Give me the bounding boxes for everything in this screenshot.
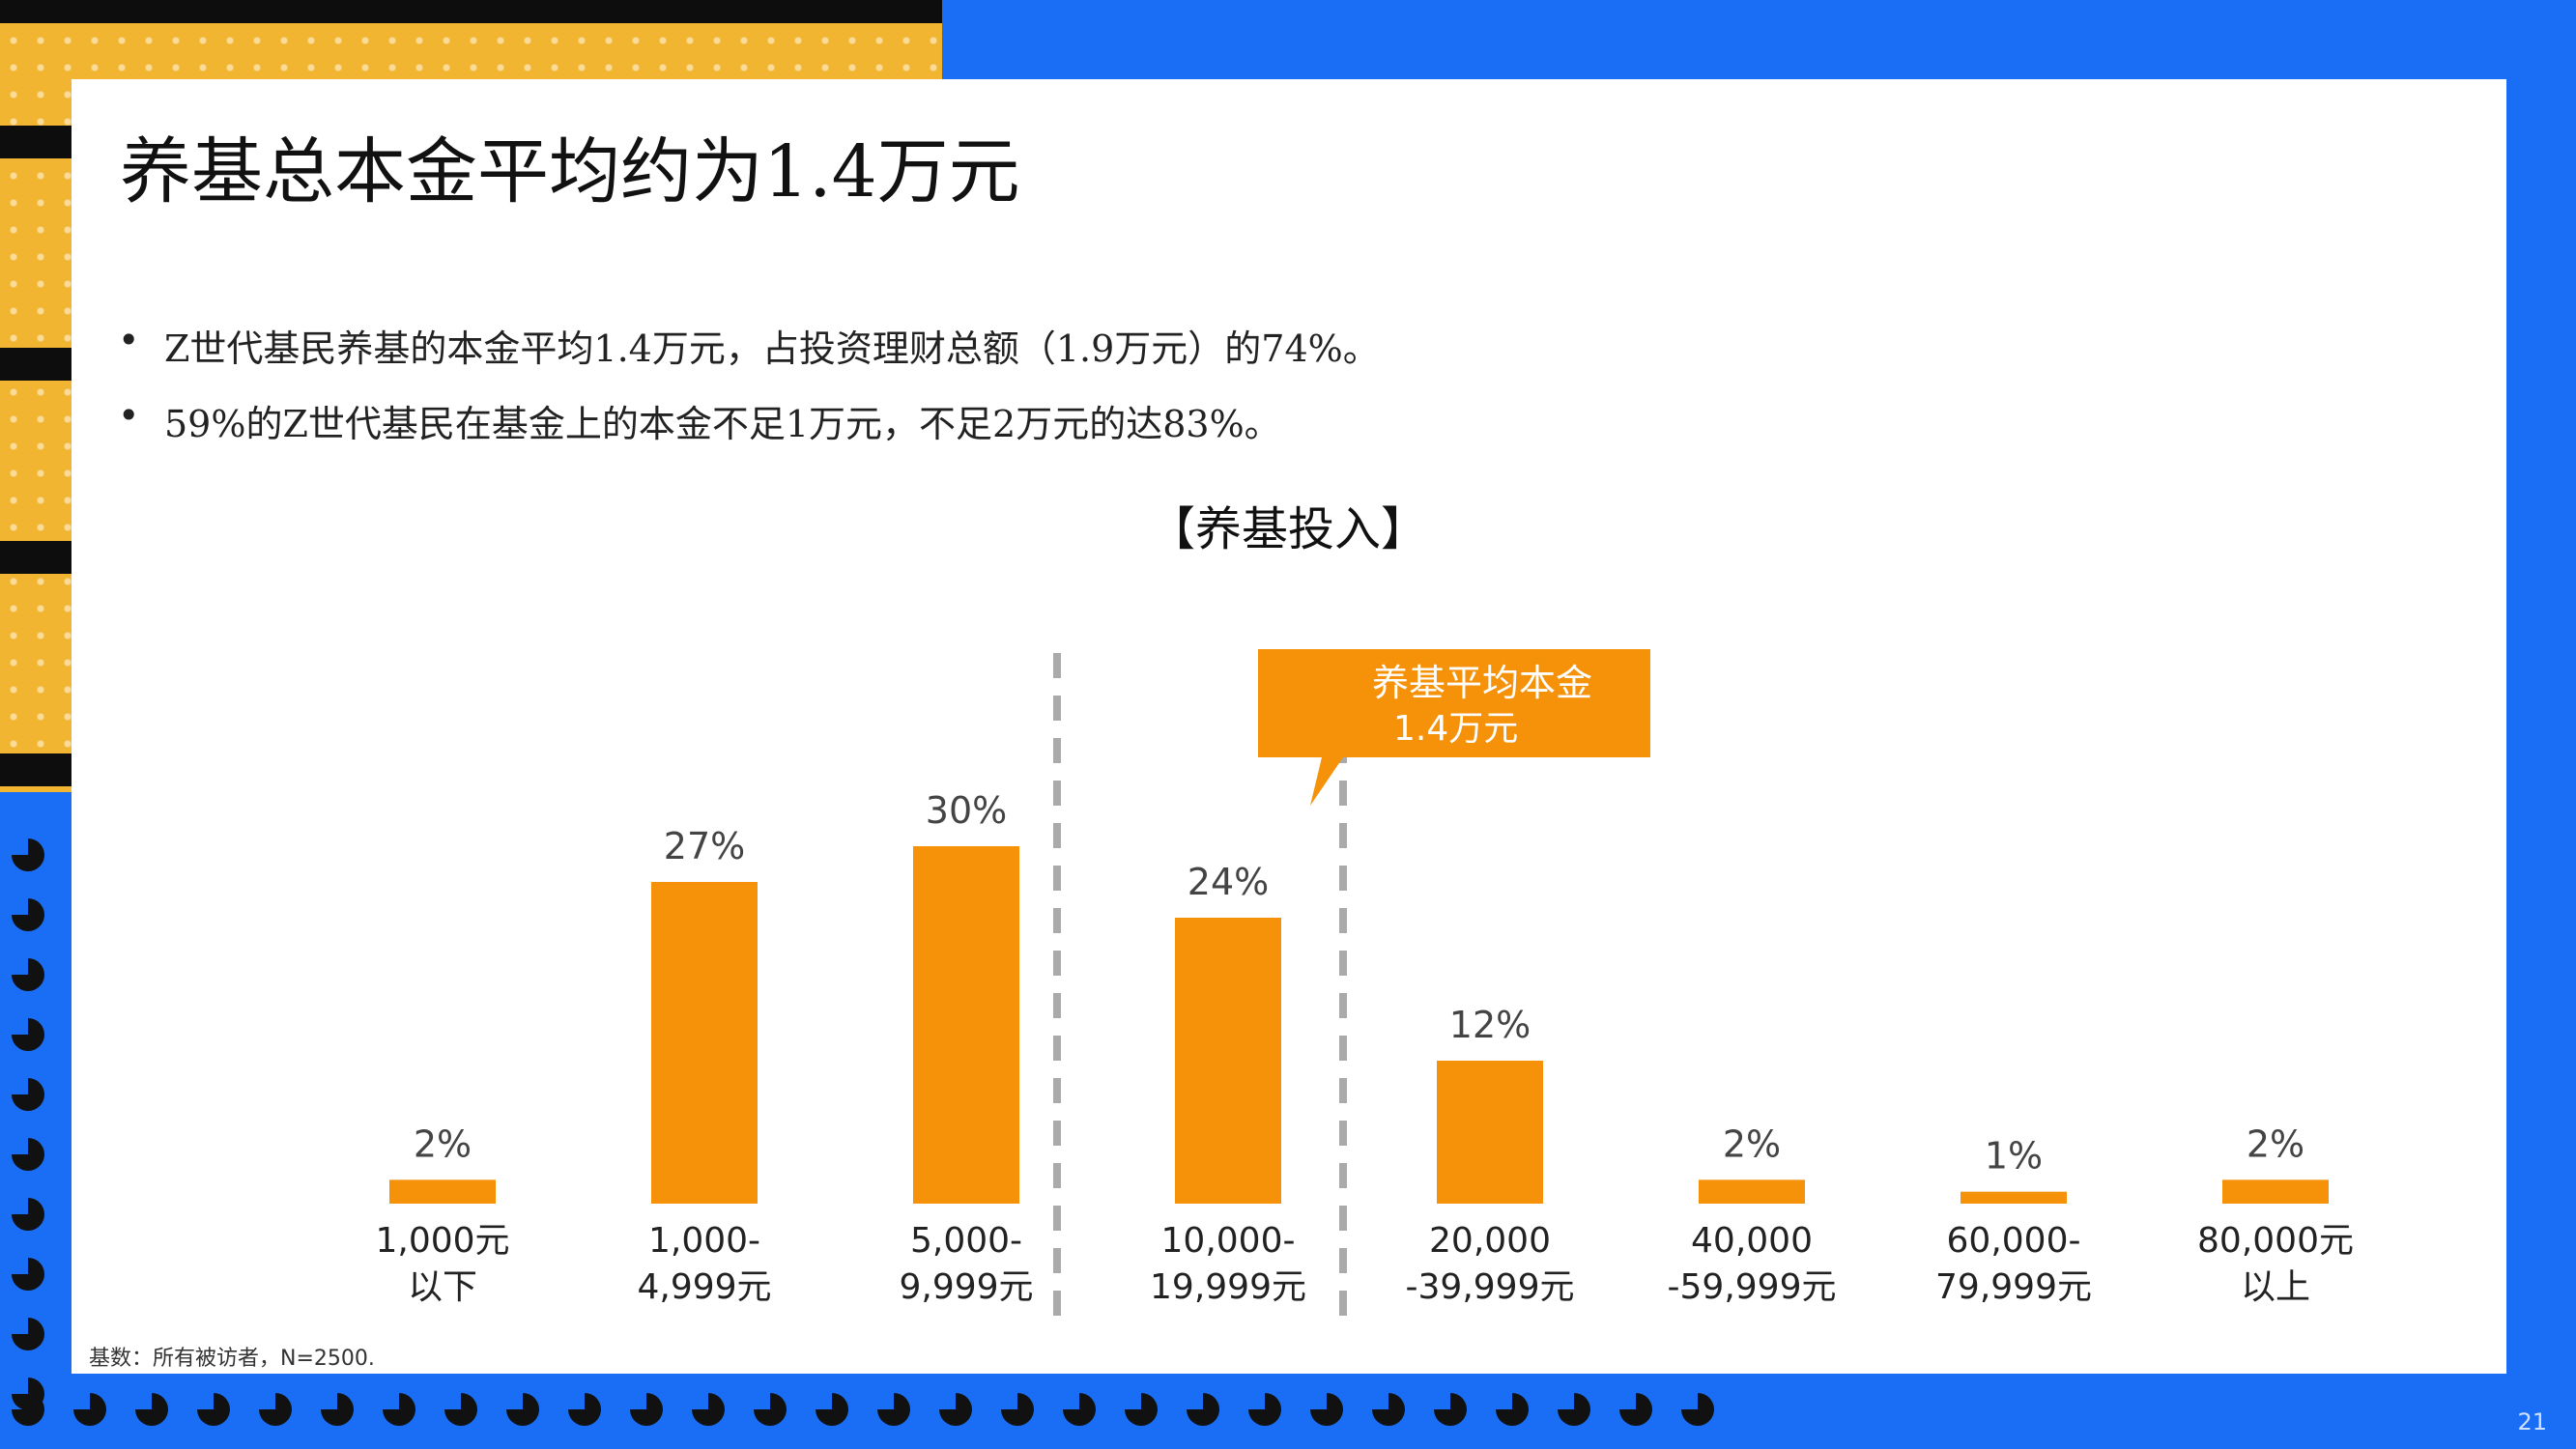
slide-title: 养基总本金平均约为1.4万元 [120, 130, 1020, 213]
category-label: 80,000元 [2197, 1221, 2354, 1261]
data-label: 27% [664, 825, 745, 867]
category-label: 5,000- [910, 1221, 1022, 1261]
page-number: 21 [2517, 1408, 2547, 1435]
category-label: 1,000元 [375, 1221, 509, 1261]
data-label: 30% [926, 789, 1007, 832]
bullet-list: Z世代基民养基的本金平均1.4万元，占投资理财总额（1.9万元）的74%。 59… [118, 319, 1380, 469]
bar [2222, 1179, 2329, 1204]
callout-box [1258, 649, 1650, 806]
data-label: 24% [1188, 861, 1269, 903]
category-label: 1,000- [648, 1221, 760, 1261]
category-label: 以上 [2241, 1267, 2310, 1307]
data-label: 1% [1985, 1135, 2043, 1178]
bar [1699, 1179, 1805, 1204]
callout-label: 养基平均本金 [1372, 662, 1592, 704]
category-label: 20,000 [1429, 1221, 1551, 1261]
basis-note: 基数：所有被访者，N=2500. [89, 1347, 375, 1371]
category-label: 以下 [408, 1267, 477, 1307]
category-label: 10,000- [1161, 1221, 1296, 1261]
decorative-pacman-column [12, 838, 44, 1410]
bar [651, 882, 758, 1204]
bar [913, 846, 1019, 1204]
category-label: -59,999元 [1668, 1267, 1837, 1307]
decorative-blue-band [942, 0, 2576, 79]
callout-value: 1.4万元 [1393, 709, 1518, 749]
data-label: 2% [2247, 1122, 2304, 1165]
category-label: 79,999元 [1935, 1267, 2092, 1307]
data-label: 2% [1723, 1122, 1781, 1165]
category-label: 19,999元 [1150, 1267, 1306, 1307]
category-label: -39,999元 [1406, 1267, 1575, 1307]
data-label: 2% [414, 1122, 472, 1165]
bar [1437, 1061, 1543, 1204]
category-label: 60,000- [1947, 1221, 2081, 1261]
bullet-item: 59%的Z世代基民在基金上的本金不足1万元，不足2万元的达83%。 [118, 394, 1380, 469]
category-label: 4,999元 [637, 1267, 771, 1307]
bar [1961, 1191, 2067, 1204]
data-label: 12% [1449, 1004, 1531, 1046]
category-label: 9,999元 [899, 1267, 1033, 1307]
chart-title: 【养基投入】 [1148, 502, 1427, 556]
bullet-item: Z世代基民养基的本金平均1.4万元，占投资理财总额（1.9万元）的74%。 [118, 319, 1380, 394]
bar [1175, 918, 1281, 1204]
decorative-pacman-row [12, 1393, 1714, 1426]
category-label: 40,000 [1691, 1221, 1813, 1261]
bar [389, 1179, 496, 1204]
